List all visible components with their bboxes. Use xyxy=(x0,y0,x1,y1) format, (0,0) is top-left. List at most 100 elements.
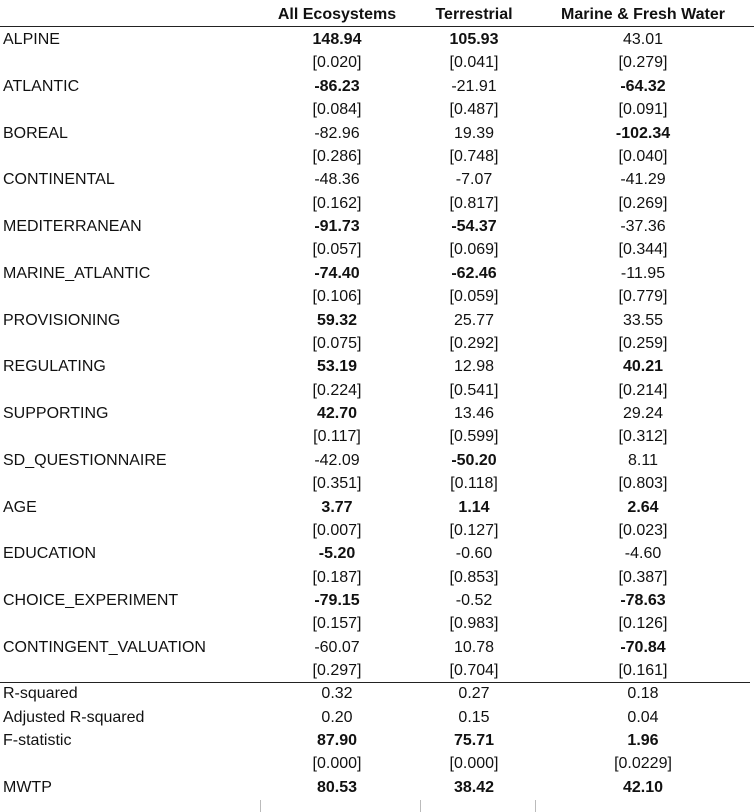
coefficient: -86.23 xyxy=(314,77,360,95)
p-value: [0.075] xyxy=(312,334,362,352)
coefficient: 53.19 xyxy=(316,358,358,376)
coefficient: 80.53 xyxy=(316,779,358,796)
p-value: [0.541] xyxy=(449,381,499,399)
p-value: [0.387] xyxy=(618,568,668,586)
coefficient: 10.78 xyxy=(453,638,495,656)
coefficient: 1.96 xyxy=(627,732,659,749)
coefficient: 42.70 xyxy=(316,405,358,422)
row-label: REGULATING xyxy=(3,358,106,376)
row-label: BOREAL xyxy=(3,124,68,142)
coefficient: 38.42 xyxy=(453,779,495,796)
p-value: [0.106] xyxy=(312,288,362,306)
row-label: CONTINENTAL xyxy=(3,171,115,189)
coefficient: -5.20 xyxy=(318,545,356,563)
p-value: [0.803] xyxy=(618,475,668,493)
p-value: [0.214] xyxy=(618,381,668,399)
coefficient: -7.07 xyxy=(455,171,493,189)
p-value: [0.779] xyxy=(618,288,668,306)
coefficient: 40.21 xyxy=(622,358,664,376)
p-value: [0.297] xyxy=(312,662,362,680)
row-label: R-squared xyxy=(3,685,78,702)
column-header: All Ecosystems xyxy=(277,6,397,23)
row-label: MWTP xyxy=(3,779,52,796)
p-value: [0.704] xyxy=(449,662,499,680)
p-value: [0.091] xyxy=(618,101,668,119)
coefficient: -11.95 xyxy=(620,264,666,282)
coefficient: -48.36 xyxy=(314,171,360,189)
coefficient: 2.64 xyxy=(627,498,659,516)
coefficient: -60.07 xyxy=(314,638,360,656)
p-value: [0.041] xyxy=(449,54,499,72)
coefficient: 29.24 xyxy=(622,405,664,422)
row-label: ATLANTIC xyxy=(3,77,80,95)
p-value: [0.187] xyxy=(312,568,362,586)
p-value: [0.059] xyxy=(449,288,499,306)
row-label: MARINE_ATLANTIC xyxy=(3,264,151,282)
p-value: [0.057] xyxy=(312,241,362,259)
coefficient: 3.77 xyxy=(321,498,353,516)
top-rule xyxy=(0,26,754,27)
coefficient: -74.40 xyxy=(314,264,360,282)
p-value: [0.007] xyxy=(312,521,362,539)
coefficient: 0.27 xyxy=(458,685,490,702)
coefficient: 8.11 xyxy=(628,451,658,469)
mid-rule xyxy=(0,682,750,683)
p-value: [0.162] xyxy=(312,194,362,212)
p-value: [0.269] xyxy=(618,194,668,212)
row-label: PROVISIONING xyxy=(3,311,121,329)
coefficient: 13.46 xyxy=(453,405,495,422)
coefficient: -102.34 xyxy=(615,124,671,142)
p-value: [0.351] xyxy=(312,475,362,493)
p-value: [0.023] xyxy=(618,521,668,539)
p-value: [0.117] xyxy=(313,428,361,446)
coefficient: 148.94 xyxy=(312,31,362,48)
p-value: [0.069] xyxy=(449,241,499,259)
coefficient: -78.63 xyxy=(620,592,666,609)
coefficient: -91.73 xyxy=(314,218,360,235)
coefficient: -41.29 xyxy=(620,171,666,189)
p-value: [0.224] xyxy=(312,381,362,399)
p-value: [0.292] xyxy=(449,334,499,352)
p-value: [0.000] xyxy=(449,755,499,773)
row-label: Adjusted R-squared xyxy=(3,708,145,726)
coefficient: 59.32 xyxy=(316,311,358,329)
row-label: CONTINGENT_VALUATION xyxy=(3,638,206,656)
coefficient: 0.04 xyxy=(627,708,659,726)
p-value: [0.853] xyxy=(449,568,499,586)
p-value: [0.748] xyxy=(449,147,499,165)
column-tick xyxy=(535,800,536,812)
coefficient: 105.93 xyxy=(449,31,499,48)
row-label: AGE xyxy=(3,498,37,516)
row-label: F-statistic xyxy=(3,732,72,749)
p-value: [0.344] xyxy=(618,241,668,259)
coefficient: 33.55 xyxy=(622,311,664,329)
column-header: Marine & Fresh Water xyxy=(561,6,725,23)
coefficient: -37.36 xyxy=(620,218,666,235)
coefficient: -42.09 xyxy=(314,451,360,469)
p-value: [0.0229] xyxy=(614,755,672,773)
p-value: [0.286] xyxy=(312,147,362,165)
column-tick xyxy=(420,800,421,812)
coefficient: 1.14 xyxy=(458,498,490,516)
coefficient: 42.10 xyxy=(622,779,664,796)
p-value: [0.127] xyxy=(449,521,499,539)
coefficient: 87.90 xyxy=(316,732,358,749)
coefficient: 12.98 xyxy=(453,358,495,376)
row-label: CHOICE_EXPERIMENT xyxy=(3,592,179,609)
p-value: [0.259] xyxy=(618,334,668,352)
p-value: [0.487] xyxy=(449,101,499,119)
coefficient: -79.15 xyxy=(314,592,360,609)
coefficient: -62.46 xyxy=(451,264,497,282)
coefficient: 0.20 xyxy=(321,708,353,726)
column-header: Terrestrial xyxy=(435,6,513,23)
p-value: [0.084] xyxy=(312,101,362,119)
coefficient: 0.15 xyxy=(458,708,490,726)
row-label: SUPPORTING xyxy=(3,405,109,422)
coefficient: -82.96 xyxy=(314,124,360,142)
coefficient: 0.32 xyxy=(321,685,353,702)
p-value: [0.000] xyxy=(312,755,362,773)
row-label: MEDITERRANEAN xyxy=(3,218,142,235)
p-value: [0.161] xyxy=(618,662,668,680)
p-value: [0.312] xyxy=(618,428,668,446)
